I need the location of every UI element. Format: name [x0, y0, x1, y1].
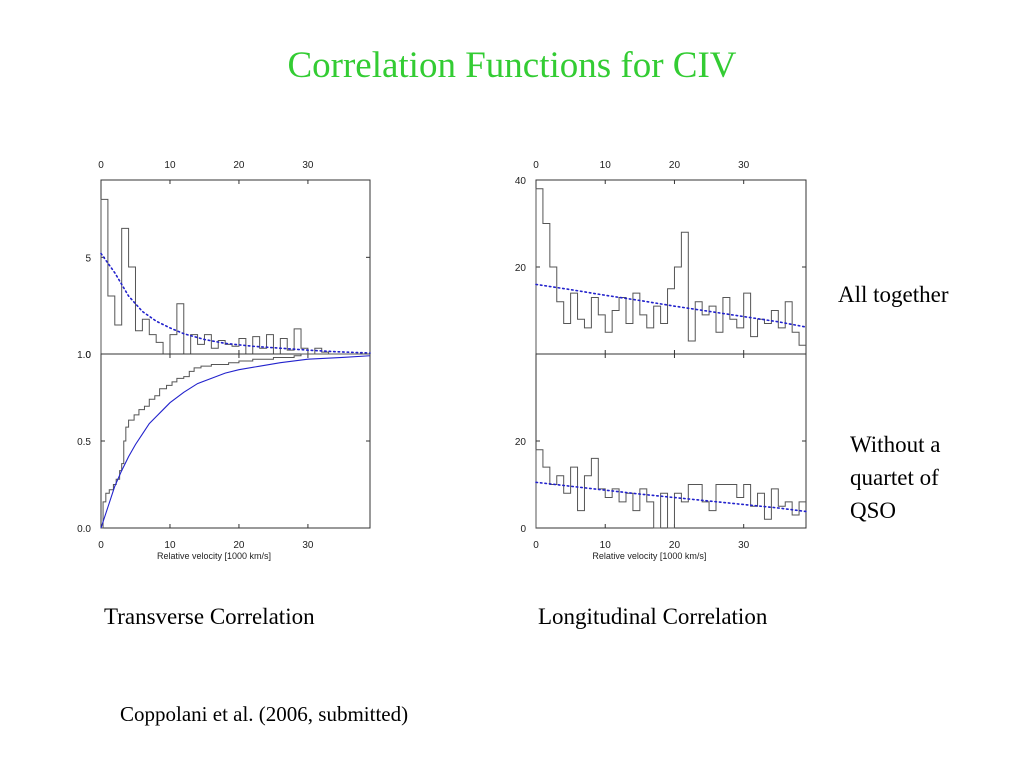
- transverse-top-panel: 0 10 20 30 0 5: [85, 160, 371, 361]
- x-tick-label: 30: [302, 540, 314, 551]
- y-tick-label: 40: [515, 176, 527, 187]
- label-without-line-3: QSO: [850, 498, 897, 523]
- label-all-together: All together: [838, 282, 949, 307]
- histogram-steps: [535, 188, 806, 354]
- y-tick-label: 0: [520, 524, 526, 535]
- x-tick-label: 30: [738, 540, 750, 551]
- x-tick-label-top: 10: [600, 160, 612, 171]
- x-tick-label-top: 0: [98, 160, 104, 171]
- x-tick-label-top: 0: [533, 160, 539, 171]
- model-curve: [100, 252, 371, 354]
- x-tick-label: 20: [669, 540, 681, 551]
- plot-frame: [535, 353, 807, 529]
- label-without-line-2: quartet of: [850, 465, 939, 490]
- x-tick-label: 10: [600, 540, 612, 551]
- y-tick-label: 20: [515, 263, 527, 274]
- model-cdf: [100, 355, 371, 529]
- citation: Coppolani et al. (2006, submitted): [120, 702, 409, 726]
- transverse-bottom-panel: 0 10 20 30 0.0 0.5 1.0 Relative velocity [1000 …: [77, 350, 371, 561]
- y-tick-label: 0: [85, 350, 91, 361]
- y-tick-label: 5: [85, 253, 91, 264]
- caption-longitudinal: Longitudinal Correlation: [538, 604, 768, 629]
- plot-frame: [535, 179, 807, 355]
- y-tick-label: 20: [515, 437, 527, 448]
- empirical-cdf: [101, 353, 370, 529]
- x-tick-label-top: 30: [302, 160, 314, 171]
- longitudinal-top-panel: 0 10 20 30 20 40: [515, 160, 807, 355]
- y-tick-label: 0.5: [77, 437, 91, 448]
- x-tick-label: 10: [164, 540, 176, 551]
- histogram-steps: [535, 449, 806, 529]
- x-tick-label: 0: [98, 540, 104, 551]
- caption-transverse: Transverse Correlation: [104, 604, 315, 629]
- label-without-line-1: Without a: [850, 432, 941, 457]
- plot-frame: [100, 179, 371, 355]
- x-tick-label: 0: [533, 540, 539, 551]
- model-curve: [535, 481, 807, 513]
- y-tick-label: 1.0: [77, 350, 91, 361]
- y-tick-label: 0.0: [77, 524, 91, 535]
- x-axis-label: Relative velocity [1000 km/s]: [157, 551, 271, 561]
- label-without-quartet: Without a quartet of QSO: [850, 428, 940, 527]
- x-tick-label: 20: [233, 540, 245, 551]
- x-tick-label-top: 20: [669, 160, 681, 171]
- x-tick-label-top: 30: [738, 160, 750, 171]
- histogram-steps: [100, 198, 370, 355]
- slide-title: Correlation Functions for CIV: [287, 45, 737, 86]
- x-tick-label-top: 10: [164, 160, 176, 171]
- x-axis-label: Relative velocity [1000 km/s]: [592, 551, 706, 561]
- x-tick-label-top: 20: [233, 160, 245, 171]
- model-curve: [535, 283, 807, 328]
- plot-frame: [100, 353, 371, 529]
